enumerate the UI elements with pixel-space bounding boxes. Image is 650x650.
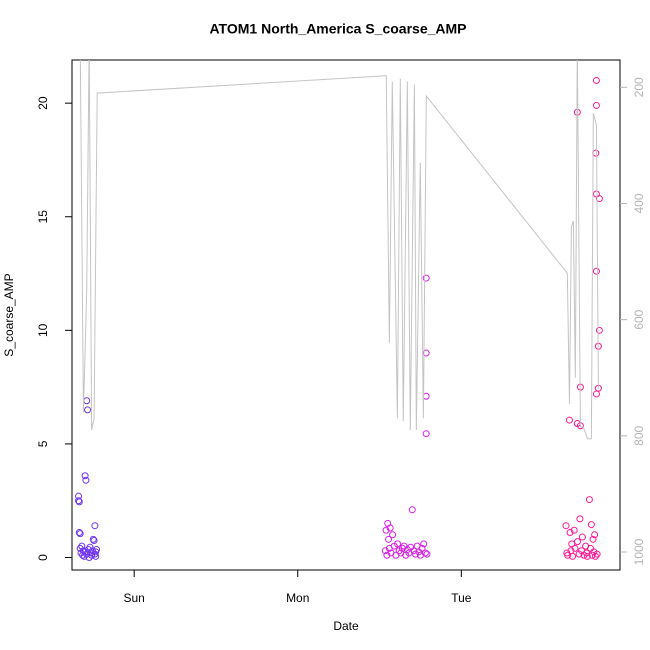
point	[568, 540, 576, 548]
point	[593, 550, 601, 558]
chart-title: ATOM1 North_America S_coarse_AMP	[209, 21, 466, 37]
point	[90, 536, 98, 544]
point	[573, 538, 581, 546]
point	[75, 497, 83, 505]
point	[565, 416, 573, 424]
point	[585, 496, 593, 504]
point	[422, 349, 430, 357]
point	[93, 546, 101, 554]
point	[422, 430, 430, 438]
point	[82, 476, 90, 484]
point	[566, 529, 574, 537]
y2-tick-label: 200	[632, 77, 646, 97]
y2-tick-label: 400	[632, 193, 646, 213]
point	[578, 533, 586, 541]
x-tick-label: Mon	[286, 591, 309, 605]
plot-frame	[71, 59, 621, 571]
line	[79, 60, 599, 440]
point	[420, 540, 428, 548]
point	[422, 274, 430, 282]
point	[75, 529, 83, 537]
point	[587, 521, 595, 529]
point	[588, 551, 596, 559]
y2-tick-label: 1000	[632, 538, 646, 565]
point	[562, 522, 570, 530]
point	[595, 326, 603, 334]
point	[89, 535, 97, 543]
point	[582, 549, 590, 557]
point	[576, 515, 584, 523]
y-tick-label: 10	[36, 323, 50, 337]
point	[423, 550, 431, 558]
y-tick-label: 5	[36, 440, 50, 447]
plot-area	[75, 60, 603, 562]
point	[83, 397, 91, 405]
point	[394, 540, 402, 548]
y-tick-label: 20	[36, 96, 50, 110]
point	[587, 544, 595, 552]
x-axis-label: Date	[333, 619, 359, 633]
point	[595, 195, 603, 203]
y2-tick-label: 800	[632, 425, 646, 445]
point	[75, 498, 83, 506]
point	[564, 551, 572, 559]
x-tick-label: Tue	[451, 591, 472, 605]
point	[76, 530, 84, 538]
point	[386, 524, 394, 532]
y2-tick-label: 600	[632, 309, 646, 329]
point	[589, 535, 597, 543]
point	[81, 472, 89, 480]
y-axis-label: S_coarse_AMP	[2, 273, 16, 356]
point	[592, 267, 600, 275]
y-tick-label: 15	[36, 210, 50, 224]
point	[382, 526, 390, 534]
point	[569, 552, 577, 560]
point	[88, 551, 96, 559]
y-tick-label: 0	[36, 554, 50, 561]
point	[570, 526, 578, 534]
point	[410, 547, 418, 555]
point	[592, 390, 600, 398]
point	[389, 531, 397, 539]
point	[592, 76, 600, 84]
point	[571, 544, 579, 552]
point	[418, 544, 426, 552]
point	[592, 101, 600, 109]
point	[385, 535, 393, 543]
point	[583, 552, 591, 560]
point	[421, 549, 429, 557]
point	[383, 551, 391, 559]
point	[592, 149, 600, 157]
point	[78, 542, 86, 550]
point	[408, 506, 416, 514]
point	[84, 406, 92, 414]
x-tick-label: Sun	[123, 591, 144, 605]
point	[591, 531, 599, 539]
point	[381, 547, 389, 555]
point	[91, 522, 99, 530]
point	[92, 552, 100, 560]
